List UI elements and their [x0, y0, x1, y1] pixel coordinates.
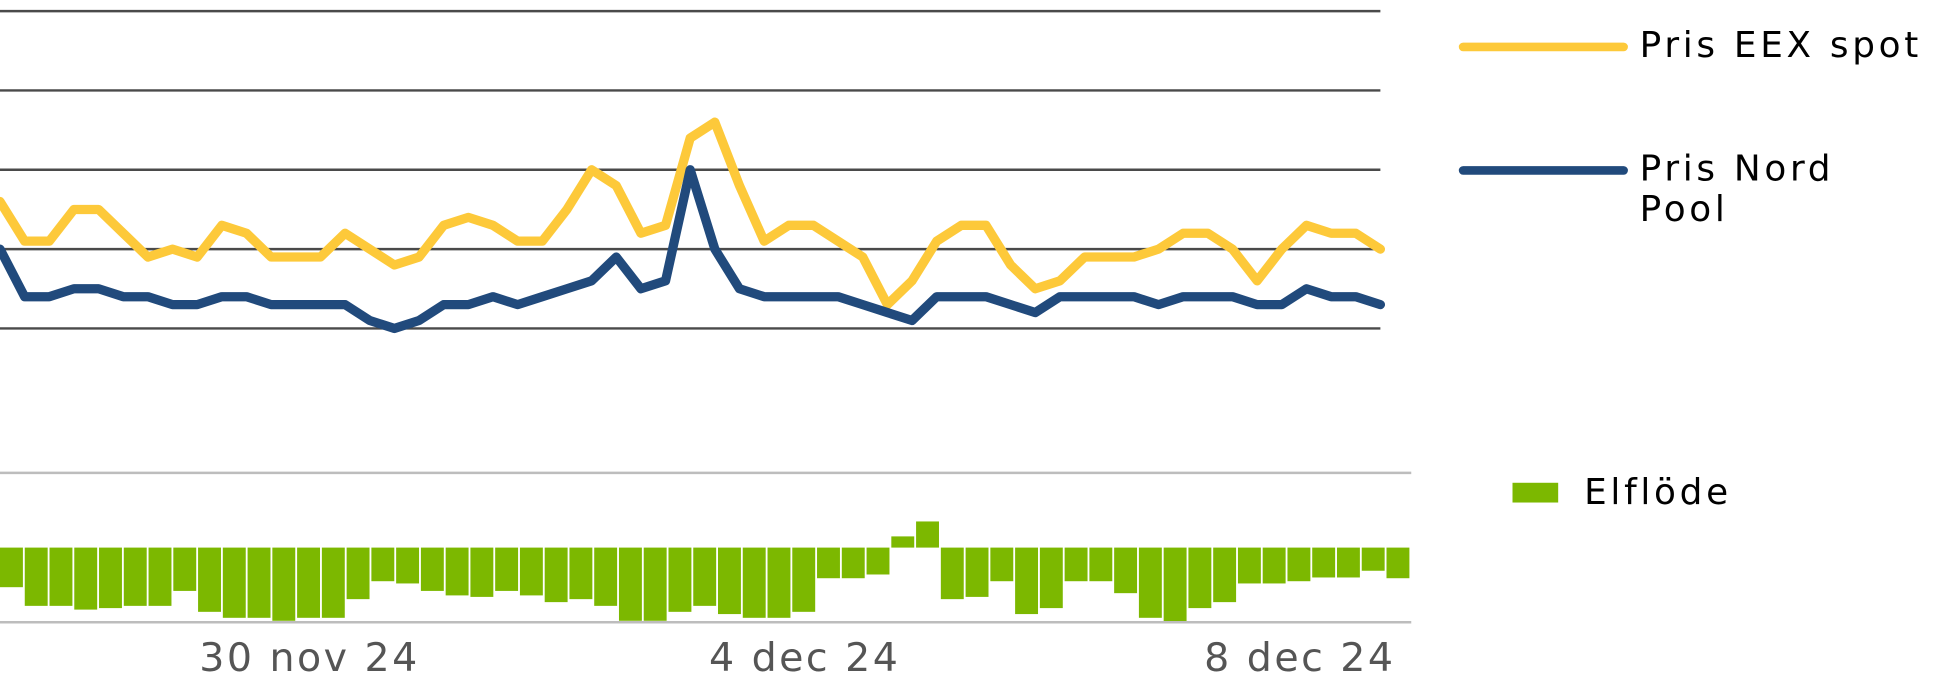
bar	[1287, 547, 1311, 582]
bar	[1213, 547, 1237, 603]
bar	[99, 547, 122, 609]
bar	[1386, 547, 1410, 579]
bar	[297, 547, 321, 618]
bar	[1089, 547, 1113, 582]
bar	[272, 547, 296, 621]
bar	[519, 547, 543, 596]
bar	[1237, 547, 1261, 584]
bar	[148, 547, 172, 606]
bar	[990, 547, 1014, 582]
bar	[965, 547, 989, 597]
bar	[470, 547, 494, 597]
bar	[618, 547, 642, 621]
bar	[1138, 547, 1162, 618]
bar	[247, 547, 271, 618]
bar	[866, 547, 890, 575]
bar	[891, 536, 915, 548]
bar	[1361, 547, 1385, 571]
bar	[1015, 547, 1039, 615]
bar	[940, 547, 964, 600]
bar	[693, 547, 717, 606]
bar	[1114, 547, 1138, 594]
bar	[24, 547, 48, 606]
bar	[1188, 547, 1212, 609]
legend-entry: Pris EEX spot	[1639, 24, 1922, 66]
bar	[123, 547, 147, 606]
bar	[495, 547, 519, 591]
bar	[371, 547, 395, 582]
bar	[718, 547, 741, 615]
bar	[445, 547, 469, 596]
bar	[916, 521, 939, 548]
bar	[569, 547, 593, 600]
bar	[346, 547, 370, 600]
bar	[1064, 547, 1088, 582]
bar	[792, 547, 816, 612]
bar	[396, 547, 420, 584]
legend-label: Elflöde	[1584, 472, 1732, 513]
bar	[1336, 547, 1360, 578]
legend-entry: Pris Nord Pool	[1639, 148, 1835, 230]
legend-label: Pris Nord Pool	[1639, 148, 1835, 230]
bar	[643, 547, 667, 621]
bar	[841, 547, 865, 579]
bar	[817, 547, 840, 579]
bar	[222, 547, 246, 618]
bar	[0, 547, 23, 588]
bar	[668, 547, 692, 612]
line	[0, 117, 1386, 310]
legend-label: Pris EEX spot	[1639, 24, 1922, 66]
bar	[742, 547, 766, 618]
bar	[1163, 547, 1187, 622]
bar	[1262, 547, 1286, 584]
bar	[173, 547, 197, 591]
bar	[420, 547, 444, 591]
legend-swatch	[1512, 482, 1559, 503]
x-tick-label: 4 dec 24	[709, 635, 900, 677]
bar	[767, 547, 791, 618]
bar	[321, 547, 345, 618]
x-tick-label: 8 dec 24	[1204, 635, 1395, 677]
bar	[1312, 547, 1336, 578]
line	[0, 165, 1386, 334]
bar	[49, 547, 73, 606]
bar	[74, 547, 98, 610]
bar	[544, 547, 568, 603]
bar	[594, 547, 618, 606]
bar	[1039, 547, 1063, 609]
x-tick-label: 30 nov 24	[199, 635, 419, 677]
bar	[198, 547, 221, 612]
